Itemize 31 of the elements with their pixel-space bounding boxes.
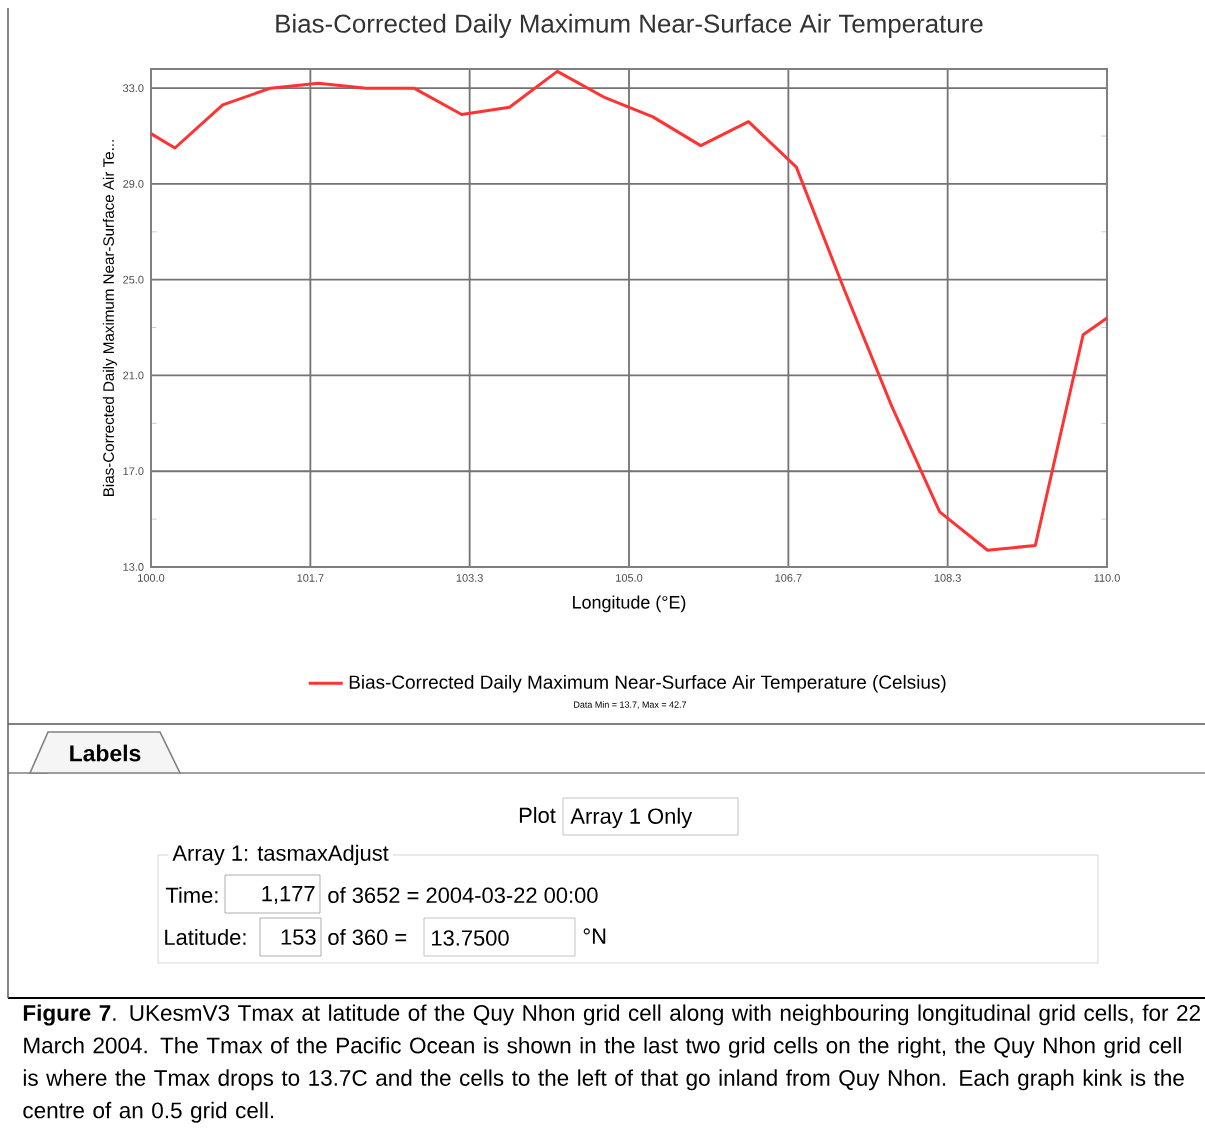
text: 153 <box>281 929 316 945</box>
y-tick-label: 17.0 <box>123 467 144 476</box>
text: 1,177 <box>262 886 315 904</box>
x-tick-label: 106.7 <box>775 574 802 582</box>
text: 13.7500 <box>432 930 509 946</box>
text: of 3652 = 2004-03-22 00:00 <box>328 886 598 904</box>
text: °N <box>583 928 606 944</box>
x-tick-label: 105.0 <box>616 574 643 582</box>
text: Time: <box>165 886 218 904</box>
y-tick-label: 21.0 <box>123 371 144 380</box>
x-axis-title: Longitude (°E) <box>573 595 686 613</box>
x-tick-label: 100.0 <box>138 574 165 582</box>
x-tick-label: 103.3 <box>456 574 483 582</box>
y-tick-label: 13.0 <box>123 563 144 571</box>
text: Data Min = 13.7, Max = 42.7 <box>574 701 687 709</box>
x-tick-label: 108.3 <box>934 574 961 582</box>
text: Latitude: <box>165 928 246 946</box>
legend-label: Bias-Corrected Daily Maximum Near-Surface Air Temperature (Celsius) <box>349 674 946 693</box>
y-tick-label: 25.0 <box>123 275 144 284</box>
x-tick-label: 110.0 <box>1094 574 1120 582</box>
y-axis-title: Bias-Corrected Daily Maximum Near-Surface Air Te... <box>102 140 117 496</box>
text: Plot <box>519 806 556 824</box>
text: Array 1 Only <box>570 807 693 829</box>
text: Figure 7. UKesmV3 Tmax at latitude of the Quy Nhon grid cell along with neighbouring longitudinal grid cells, for 22 March 2004. The Tmax of the Pacific Ocean is shown in the last two grid cells on the right, the Quy Nhon grid cell is where the Tmax drops to 13.7C and the cells to the left of that go inland from Quy Nhon. Each graph kink is the centre of an 0.5 grid cell. <box>23 1004 1200 1123</box>
text: Array 1: tasmaxAdjust <box>172 844 389 866</box>
y-tick-label: 29.0 <box>123 180 144 188</box>
text: Labels <box>70 744 141 762</box>
y-tick-label: 33.0 <box>123 84 144 93</box>
text: of 360 = <box>328 928 407 946</box>
x-tick-label: 101.7 <box>297 574 324 582</box>
chart-title: Bias-Corrected Daily Maximum Near-Surface Air Temperature <box>276 13 983 38</box>
